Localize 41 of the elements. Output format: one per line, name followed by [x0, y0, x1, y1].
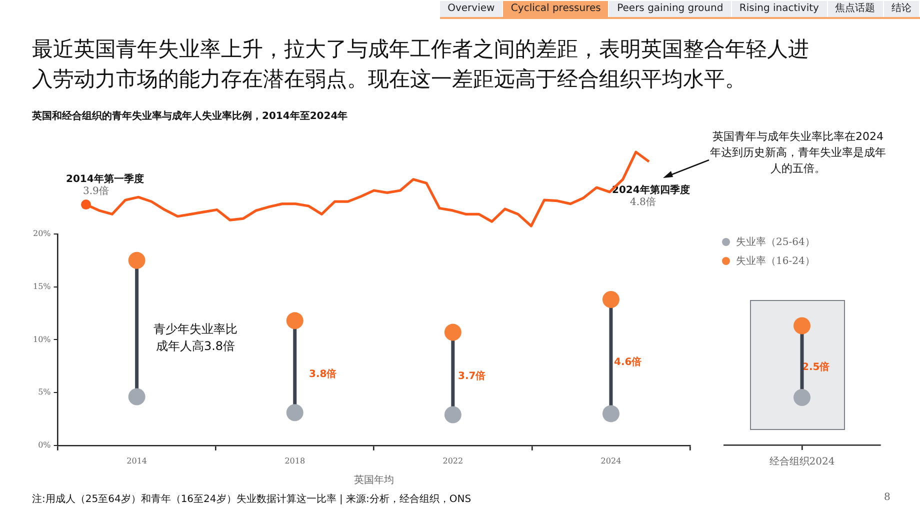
text: Cyclical pressures [503, 1, 608, 17]
point [286, 404, 304, 422]
annotation: 3.8倍 [309, 368, 337, 381]
x-tick-label: 2018 [284, 456, 306, 466]
annotation: 3.7倍 [458, 370, 486, 383]
point [444, 406, 462, 424]
text: 8 [884, 492, 890, 503]
point [128, 252, 146, 269]
text: Overview [440, 1, 502, 17]
point [602, 291, 620, 308]
y-tick-label: 15% [33, 282, 52, 291]
annotation: 4.6倍 [614, 356, 642, 369]
annotation: 3.9倍 [83, 184, 109, 198]
y-tick-label: 10% [33, 334, 52, 344]
text: 焦点话题 [828, 1, 883, 17]
y-tick-label: 0% [38, 440, 52, 450]
point [286, 312, 304, 330]
chart-subtitle: 英国和经合组织的青年失业率与成年人失业率比例，2014年至2024年 [32, 109, 348, 123]
chart-title: 最近英国青年失业率上升，拉大了与成年工作者之间的差距，表明英国整合年轻人进入劳动力市场的能力存在潜在弱点。现在这一差距远高于经合组织平均水平。 [32, 36, 810, 93]
point [128, 388, 146, 406]
text: Rising inactivity [732, 1, 827, 17]
annotation: 4.8倍 [630, 196, 656, 209]
legend-label: 失业率（16-24） [736, 254, 815, 268]
x-axis-title: 英国年均 [354, 474, 394, 486]
point [602, 405, 620, 422]
x-tick-label: 2022 [442, 456, 464, 466]
annotation: 青少年失业率比成年人高3.8倍 [152, 321, 238, 356]
y-tick-label: 5% [38, 388, 52, 397]
annotation: 2014年第一季度 [66, 172, 144, 186]
x-tick-label: 2024 [600, 456, 622, 466]
x-tick-label: 2014 [126, 456, 147, 466]
text: 注:用成人（25至64岁）和青年（16至24岁）失业数据计算这一比率 | 来源:分析，经合组织，ONS [32, 492, 472, 506]
text: Peers gaining ground [609, 1, 731, 17]
y-tick-label: 20% [33, 229, 52, 238]
text: 结论 [884, 1, 920, 17]
point [444, 324, 462, 341]
annotation: 2.5倍 [802, 360, 830, 374]
x-tick-label: 经合组织2024 [769, 456, 835, 468]
text: 英国青年与成年失业率比率在2024年达到历史新高，青年失业率是成年人的五倍。 [710, 129, 886, 177]
annotation: 2024年第四季度 [612, 183, 690, 196]
legend-label: 失业率（25-64） [736, 236, 815, 248]
